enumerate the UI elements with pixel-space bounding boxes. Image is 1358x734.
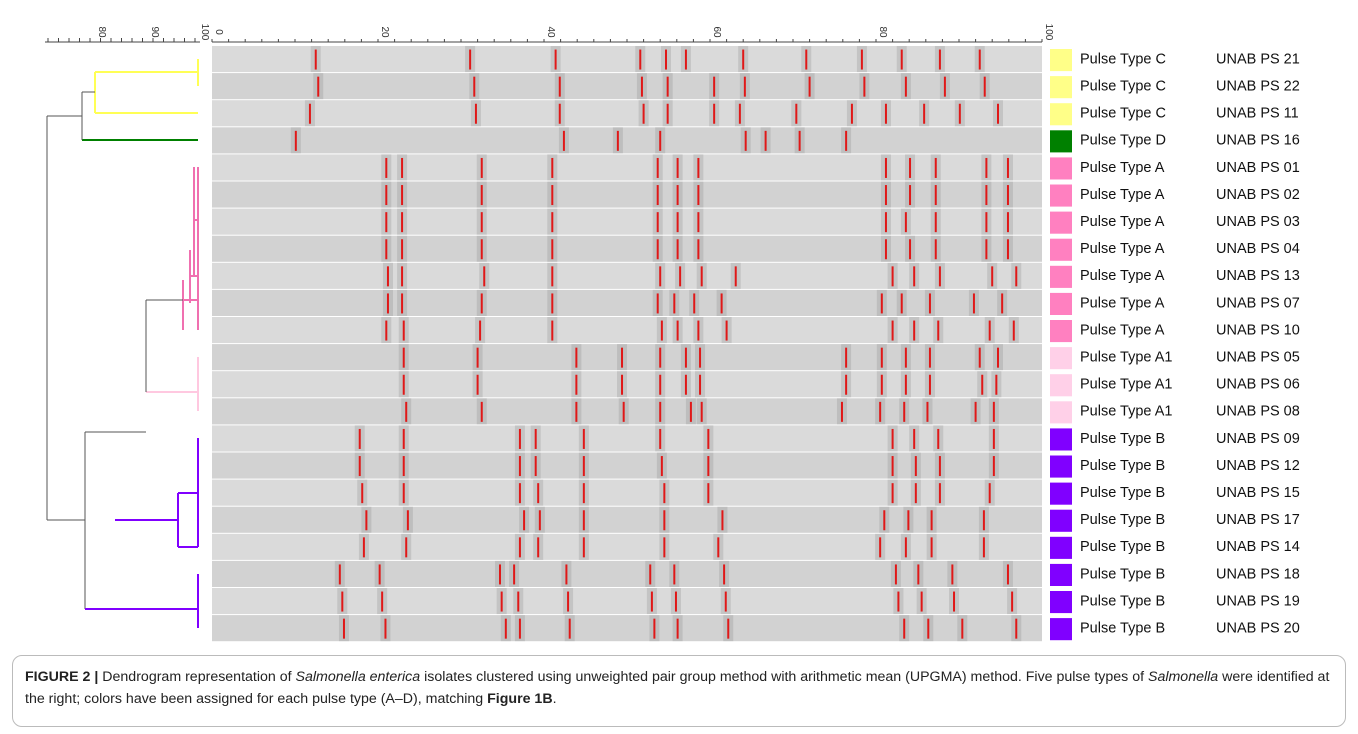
pulse-type-label: Pulse Type B — [1080, 593, 1165, 609]
pulse-type-swatch — [1050, 347, 1072, 369]
pulse-type-swatch — [1050, 130, 1072, 152]
pulse-type-label: Pulse Type B — [1080, 458, 1165, 474]
pulse-type-label: Pulse Type B — [1080, 539, 1165, 555]
pulse-type-swatch — [1050, 185, 1072, 207]
isolate-label: UNAB PS 08 — [1216, 404, 1300, 420]
gel-tick-label: 100 — [1043, 24, 1054, 41]
gel-tick-label: 20 — [379, 26, 390, 38]
gel-tick-label: 0 — [213, 29, 224, 35]
gel-lane — [212, 534, 1042, 560]
caption-italic: Salmonella enterica — [296, 669, 421, 685]
caption-label: FIGURE 2 | — [25, 669, 98, 685]
isolate-label: UNAB PS 17 — [1216, 512, 1300, 528]
pulse-type-label: Pulse Type B — [1080, 620, 1165, 636]
isolate-label: UNAB PS 10 — [1216, 322, 1300, 338]
gel-lane — [212, 127, 1042, 153]
isolate-label: UNAB PS 09 — [1216, 431, 1300, 447]
pulse-type-swatch — [1050, 293, 1072, 315]
pulse-type-swatch — [1050, 618, 1072, 640]
isolate-label: UNAB PS 04 — [1216, 241, 1300, 257]
isolate-label: UNAB PS 18 — [1216, 566, 1300, 582]
pulse-type-label: Pulse Type A — [1080, 295, 1165, 311]
pulse-type-label: Pulse Type A — [1080, 268, 1165, 284]
isolate-label: UNAB PS 22 — [1216, 78, 1300, 94]
gel-lane — [212, 290, 1042, 316]
gel-lane — [212, 182, 1042, 208]
caption-italic: Salmonella — [1148, 669, 1218, 685]
isolate-label: UNAB PS 20 — [1216, 620, 1300, 636]
pulse-type-label: Pulse Type A1 — [1080, 404, 1172, 420]
pulse-type-label: Pulse Type B — [1080, 566, 1165, 582]
pulse-type-label: Pulse Type A — [1080, 241, 1165, 257]
pulse-type-label: Pulse Type B — [1080, 431, 1165, 447]
pulse-type-label: Pulse Type A — [1080, 322, 1165, 338]
pulse-type-label: Pulse Type C — [1080, 106, 1166, 122]
caption-text: Dendrogram representation of — [98, 669, 295, 685]
pulse-type-swatch — [1050, 401, 1072, 423]
caption-text: . — [553, 691, 557, 707]
pulse-type-swatch — [1050, 483, 1072, 505]
isolate-label: UNAB PS 07 — [1216, 295, 1300, 311]
isolate-label: UNAB PS 03 — [1216, 214, 1300, 230]
pulse-type-swatch — [1050, 456, 1072, 478]
pulse-type-label: Pulse Type B — [1080, 512, 1165, 528]
gel-lane — [212, 46, 1042, 72]
gel-lane — [212, 73, 1042, 99]
isolate-label: UNAB PS 21 — [1216, 51, 1300, 67]
isolate-label: UNAB PS 12 — [1216, 458, 1300, 474]
gel-lane — [212, 154, 1042, 180]
isolate-label: UNAB PS 11 — [1216, 106, 1299, 122]
isolate-label: UNAB PS 15 — [1216, 485, 1300, 501]
dendrogram-tick-label: 80 — [96, 26, 107, 38]
pulse-type-label: Pulse Type D — [1080, 133, 1166, 149]
pulse-type-swatch — [1050, 212, 1072, 234]
gel-lane — [212, 209, 1042, 235]
dendrogram-tick-label: 100 — [199, 24, 210, 41]
isolate-label: UNAB PS 02 — [1216, 187, 1300, 203]
pulse-type-label: Pulse Type A — [1080, 187, 1165, 203]
gel-lane — [212, 507, 1042, 533]
caption-text: isolates clustered using unweighted pair… — [420, 669, 1148, 685]
caption: FIGURE 2 | Dendrogram representation of … — [12, 655, 1346, 727]
isolate-label: UNAB PS 06 — [1216, 377, 1300, 393]
pulse-type-swatch — [1050, 157, 1072, 179]
pulse-type-label: Pulse Type B — [1080, 485, 1165, 501]
pulse-type-swatch — [1050, 320, 1072, 342]
gel-tick-label: 60 — [711, 26, 722, 38]
pulse-type-swatch — [1050, 76, 1072, 98]
gel-lane — [212, 236, 1042, 262]
pulse-type-swatch — [1050, 103, 1072, 125]
pulse-type-label: Pulse Type A1 — [1080, 349, 1172, 365]
pulse-type-label: Pulse Type A1 — [1080, 377, 1172, 393]
gel-lane — [212, 100, 1042, 126]
pulse-type-swatch — [1050, 266, 1072, 288]
pulse-type-label: Pulse Type C — [1080, 51, 1166, 67]
pulse-type-label: Pulse Type A — [1080, 214, 1165, 230]
pulse-type-swatch — [1050, 374, 1072, 396]
gel-tick-label: 40 — [545, 26, 556, 38]
pulse-type-swatch — [1050, 239, 1072, 261]
isolate-label: UNAB PS 14 — [1216, 539, 1300, 555]
pulse-type-label: Pulse Type C — [1080, 78, 1166, 94]
isolate-label: UNAB PS 13 — [1216, 268, 1300, 284]
dendrogram — [47, 59, 198, 628]
gel-tick-label: 80 — [877, 26, 888, 38]
isolate-label: UNAB PS 05 — [1216, 349, 1300, 365]
pulse-type-swatch — [1050, 428, 1072, 450]
isolate-label: UNAB PS 01 — [1216, 160, 1300, 176]
figure: 8090100020406080100Pulse Type CUNAB PS 2… — [0, 0, 1358, 734]
pulse-type-swatch — [1050, 564, 1072, 586]
gel-lane — [212, 615, 1042, 641]
isolate-label: UNAB PS 19 — [1216, 593, 1300, 609]
isolate-label: UNAB PS 16 — [1216, 133, 1300, 149]
pulse-type-label: Pulse Type A — [1080, 160, 1165, 176]
pulse-type-swatch — [1050, 591, 1072, 613]
gel-image — [212, 46, 1042, 641]
dendrogram-tick-label: 90 — [149, 26, 160, 38]
caption-ref: Figure 1B — [487, 691, 552, 707]
pulse-type-swatch — [1050, 510, 1072, 532]
pulse-type-swatch — [1050, 49, 1072, 71]
pulse-type-swatch — [1050, 537, 1072, 559]
